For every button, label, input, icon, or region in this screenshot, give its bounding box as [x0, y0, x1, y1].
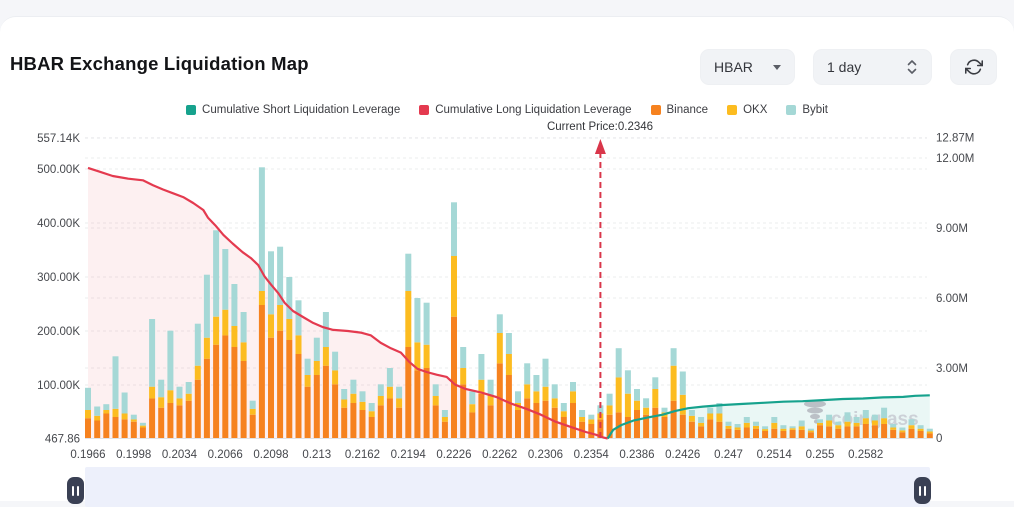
svg-text:0.2262: 0.2262 — [482, 449, 517, 461]
chart-card: HBAR Exchange Liquidation Map HBAR 1 day… — [0, 16, 1014, 507]
svg-text:0.247: 0.247 — [714, 449, 743, 461]
svg-text:0.1966: 0.1966 — [70, 449, 105, 461]
legend-swatch — [419, 105, 430, 115]
short-area — [607, 395, 930, 439]
legend-swatch — [786, 105, 797, 115]
svg-text:0.213: 0.213 — [302, 449, 331, 461]
chart-controls: HBAR 1 day — [700, 49, 997, 85]
refresh-icon — [964, 59, 983, 75]
current-price-line — [594, 139, 606, 438]
legend-item[interactable]: OKX — [727, 104, 767, 116]
range-right-handle[interactable] — [914, 477, 931, 504]
legend-swatch — [727, 105, 738, 115]
svg-text:300.00K: 300.00K — [37, 272, 80, 284]
watermark-text: coinglass — [831, 409, 919, 430]
legend-swatch — [186, 105, 197, 115]
liquidation-bars — [85, 167, 933, 438]
current-price-label: Current Price:0.2346 — [546, 121, 654, 133]
symbol-select[interactable]: HBAR — [700, 49, 795, 85]
svg-text:0.2226: 0.2226 — [436, 449, 471, 461]
svg-text:12.87M: 12.87M — [936, 133, 974, 145]
svg-text:100.00K: 100.00K — [37, 380, 80, 392]
svg-text:9.00M: 9.00M — [936, 223, 968, 235]
legend-item[interactable]: Cumulative Short Liquidation Leverage — [186, 104, 400, 116]
svg-text:0.2354: 0.2354 — [574, 449, 610, 461]
long-line — [87, 166, 608, 440]
refresh-button[interactable] — [950, 49, 997, 85]
svg-text:0.2194: 0.2194 — [391, 449, 427, 461]
coinglass-watermark: coinglass — [804, 400, 919, 430]
drag-handle-icon — [72, 485, 74, 496]
svg-text:12.00M: 12.00M — [936, 153, 974, 165]
legend-label: Binance — [666, 104, 709, 116]
legend-item[interactable]: Cumulative Long Liquidation Leverage — [419, 104, 632, 116]
long-area — [88, 167, 608, 439]
axis-labels: 557.14K 500.00K 400.00K 300.00K 200.00K 100.0… — [37, 133, 974, 461]
drag-handle-icon — [919, 485, 921, 496]
legend-label: Cumulative Long Liquidation Leverage — [435, 104, 632, 116]
svg-text:200.00K: 200.00K — [37, 326, 80, 338]
svg-text:467.86: 467.86 — [45, 434, 80, 446]
cumulative-lines — [87, 166, 930, 440]
svg-text:557.14K: 557.14K — [37, 133, 80, 145]
svg-text:0.1998: 0.1998 — [116, 449, 151, 461]
symbol-select-value: HBAR — [714, 59, 753, 75]
svg-text:0.2386: 0.2386 — [619, 449, 654, 461]
svg-text:0.2162: 0.2162 — [345, 449, 380, 461]
svg-text:6.00M: 6.00M — [936, 293, 968, 305]
svg-text:0.255: 0.255 — [806, 449, 835, 461]
svg-text:500.00K: 500.00K — [37, 164, 80, 176]
svg-text:0.2582: 0.2582 — [848, 449, 883, 461]
svg-text:0.2066: 0.2066 — [208, 449, 243, 461]
svg-text:0.2306: 0.2306 — [528, 449, 563, 461]
interval-select[interactable]: 1 day — [813, 49, 932, 85]
svg-text:0.2034: 0.2034 — [162, 449, 198, 461]
gridlines — [85, 137, 933, 439]
legend-label: OKX — [743, 104, 768, 116]
svg-text:0.2514: 0.2514 — [757, 449, 793, 461]
zoom-range-scrollbar[interactable] — [85, 467, 930, 507]
svg-text:0: 0 — [936, 433, 942, 445]
legend-item[interactable]: Bybit — [786, 104, 828, 116]
legend-swatch — [650, 105, 661, 115]
legend-label: Bybit — [802, 104, 828, 116]
chart-legend: Cumulative Short Liquidation Leverage Cum… — [0, 104, 1014, 116]
chevron-down-icon — [773, 64, 781, 70]
legend-item[interactable]: Binance — [650, 104, 709, 116]
up-down-chevrons-icon — [907, 60, 917, 74]
cumulative-areas — [88, 167, 930, 439]
interval-select-value: 1 day — [827, 59, 862, 75]
legend-label: Cumulative Short Liquidation Leverage — [202, 104, 401, 116]
svg-text:0.2426: 0.2426 — [665, 449, 700, 461]
svg-text:3.00M: 3.00M — [936, 363, 968, 375]
page-title: HBAR Exchange Liquidation Map — [10, 53, 309, 74]
svg-text:0.2098: 0.2098 — [253, 449, 288, 461]
svg-text:400.00K: 400.00K — [37, 218, 80, 230]
short-line — [606, 394, 930, 440]
range-left-handle[interactable] — [67, 477, 84, 504]
